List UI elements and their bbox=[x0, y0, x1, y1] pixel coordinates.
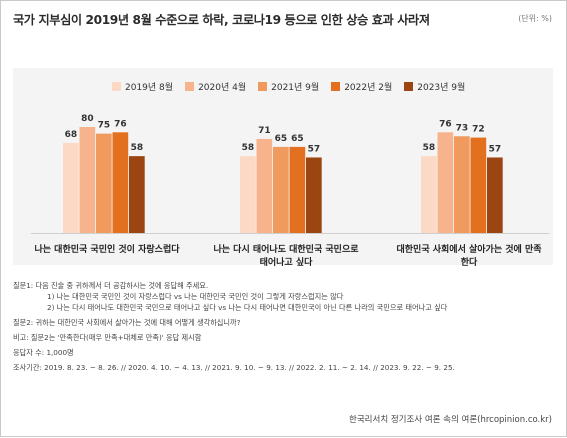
chart-title: 국가 지부심이 2019년 8월 수준으로 하락, 코로나19 등으로 인한 상… bbox=[13, 13, 430, 27]
bar bbox=[306, 157, 322, 233]
legend-item-2019-aug: 2019년 8월 bbox=[112, 80, 173, 93]
bar bbox=[79, 127, 96, 233]
bar bbox=[289, 146, 306, 233]
legend-swatch bbox=[331, 82, 341, 91]
value-label: 58 bbox=[423, 143, 436, 153]
value-label: 71 bbox=[258, 126, 271, 136]
bar bbox=[96, 133, 112, 233]
value-label: 65 bbox=[275, 134, 288, 144]
note-question2: 질문2: 귀하는 대한민국 사회에서 살아가는 것에 대해 어떻게 생각하십니까… bbox=[13, 318, 241, 327]
note-respondents: 응답자 수: 1,000명 bbox=[13, 348, 74, 357]
note-remark: 비고: 질문2는 '만족한다(매우 만족+대체로 만족)' 응답 제시함 bbox=[13, 333, 202, 342]
legend-item-2021-sep: 2021년 9월 bbox=[258, 80, 319, 93]
legend-item-2020-apr: 2020년 4월 bbox=[185, 80, 246, 93]
note-survey-period: 조사기간: 2019. 8. 23. ~ 8. 26. // 2020. 4. … bbox=[13, 363, 455, 372]
bar bbox=[129, 156, 145, 233]
category-label-line: 대한민국 사회에서 살아가는 것에 만족한다 bbox=[396, 245, 542, 268]
bar bbox=[454, 136, 470, 233]
legend-swatch bbox=[185, 82, 195, 91]
value-label: 76 bbox=[114, 119, 127, 129]
value-label: 68 bbox=[65, 130, 78, 140]
value-label: 80 bbox=[81, 114, 94, 124]
note-question1: 질문1: 다음 진술 중 귀하께서 더 공감하시는 것에 응답해 주세요. bbox=[13, 281, 209, 290]
legend-label: 2019년 8월 bbox=[125, 83, 174, 93]
value-label: 72 bbox=[472, 125, 485, 135]
legend-swatch bbox=[258, 82, 268, 91]
note-question1-item2: 2) 나는 다시 태어나도 대한민국 국민으로 태어나고 싶다 vs 나는 다시… bbox=[47, 303, 448, 312]
category-label-line: 태어나고 싶다 bbox=[259, 258, 313, 268]
legend-label: 2021년 9월 bbox=[271, 83, 320, 93]
value-label: 65 bbox=[291, 134, 304, 144]
source-credit: 한국리서치 정기조사 여론 속의 여론(hrcopinion.co.kr) bbox=[349, 415, 552, 425]
bar bbox=[240, 156, 256, 233]
category-label-reborn: 나는 다시 태어나도 대한민국 국민으로 태어나고 싶다 bbox=[211, 244, 361, 270]
legend-swatch bbox=[112, 82, 121, 91]
bar bbox=[470, 137, 487, 233]
value-label: 73 bbox=[456, 123, 469, 133]
legend-item-2022-feb: 2022년 2월 bbox=[331, 80, 392, 93]
value-label: 57 bbox=[308, 144, 321, 154]
legend-item-2023-sep: 2023년 9월 bbox=[404, 80, 465, 93]
bar bbox=[273, 146, 289, 233]
value-label: 75 bbox=[98, 121, 111, 131]
legend: 2019년 8월 2020년 4월 2021년 9월 2022년 2월 2023… bbox=[112, 80, 465, 93]
value-label: 57 bbox=[489, 144, 502, 154]
bar bbox=[487, 157, 503, 233]
category-label-satisfied: 대한민국 사회에서 살아가는 것에 만족한다 bbox=[394, 244, 544, 270]
legend-label: 2020년 4월 bbox=[198, 83, 247, 93]
category-label-line: 나는 다시 태어나도 대한민국 국민으로 bbox=[213, 245, 359, 255]
legend-label: 2022년 2월 bbox=[344, 83, 393, 93]
category-label-proud: 나는 대한민국 국민인 것이 자랑스럽다 bbox=[32, 244, 182, 257]
value-label: 58 bbox=[131, 143, 144, 153]
value-label: 76 bbox=[439, 119, 452, 129]
unit-label: (단위: %) bbox=[518, 14, 552, 23]
bar bbox=[63, 142, 79, 233]
legend-label: 2023년 9월 bbox=[417, 83, 466, 93]
bar bbox=[437, 132, 454, 233]
bar bbox=[421, 156, 437, 233]
legend-swatch bbox=[404, 82, 414, 91]
category-label-line: 나는 대한민국 국민인 것이 자랑스럽다 bbox=[34, 245, 180, 255]
note-question1-item1: 1) 나는 대한민국 국민인 것이 자랑스럽다 vs 나는 대한민국 국민인 것… bbox=[47, 292, 344, 301]
value-label: 58 bbox=[242, 143, 255, 153]
bar bbox=[112, 132, 129, 233]
bar bbox=[256, 138, 273, 233]
